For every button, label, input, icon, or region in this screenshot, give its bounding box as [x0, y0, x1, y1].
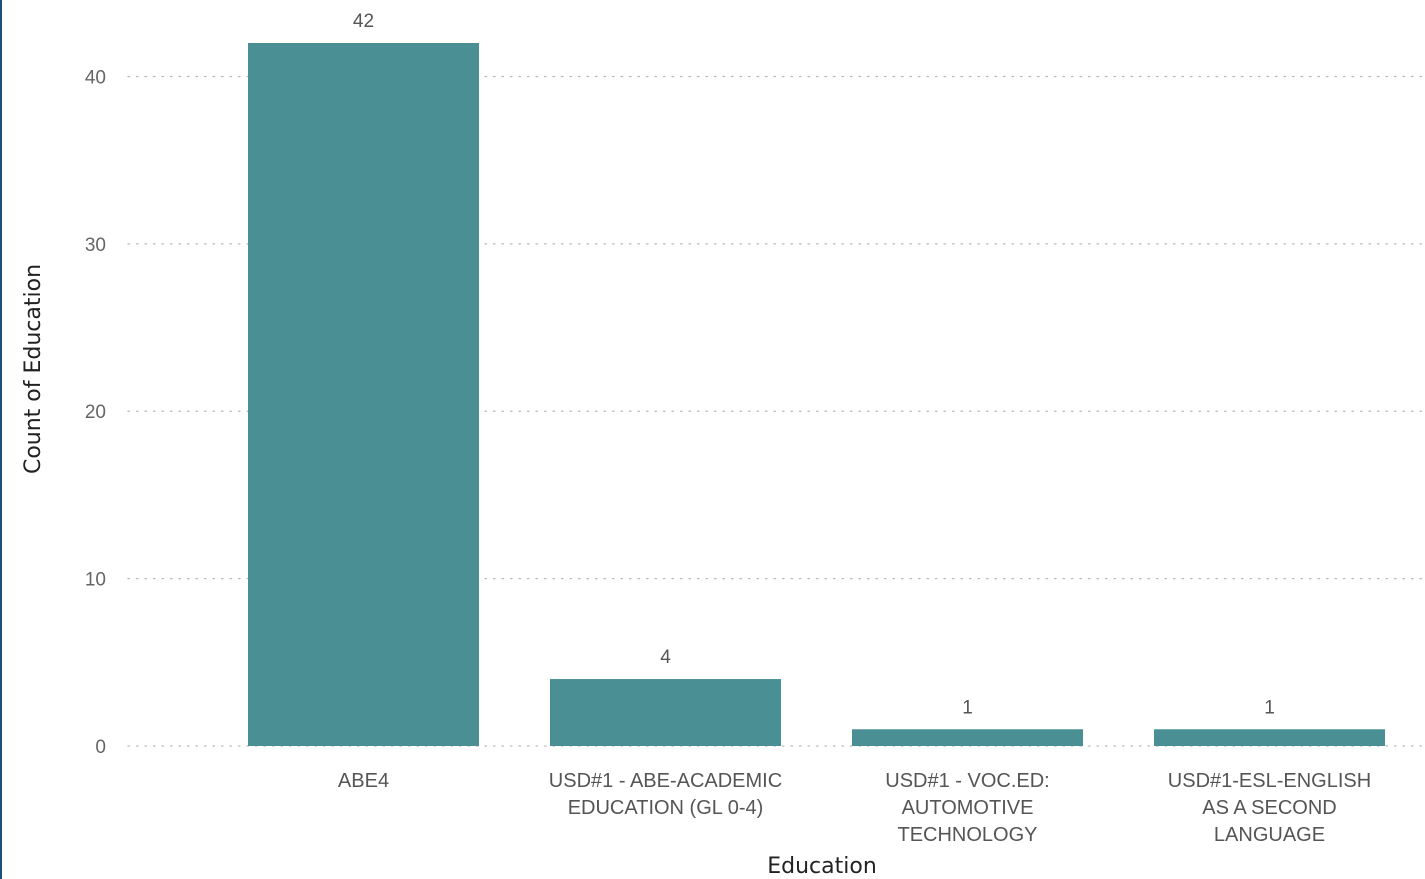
- x-tick-label-line: USD#1-ESL-ENGLISH: [1168, 770, 1371, 792]
- y-axis-title: Count of Education: [21, 264, 46, 474]
- x-tick-label-line: USD#1 - VOC.ED:: [885, 770, 1049, 792]
- x-axis-title: Education: [767, 854, 877, 879]
- data-label: 1: [962, 697, 973, 718]
- data-label: 4: [660, 647, 671, 668]
- bar[interactable]: [550, 679, 781, 746]
- bar[interactable]: [248, 43, 479, 746]
- data-label: 42: [353, 11, 374, 32]
- x-tick-label-line: AS A SECOND: [1202, 797, 1337, 819]
- data-label: 1: [1264, 697, 1275, 718]
- y-tick-label: 30: [85, 235, 106, 256]
- x-tick-label-line: TECHNOLOGY: [897, 824, 1037, 846]
- x-axis-ticks: ABE4 USD#1 - ABE-ACADEMIC EDUCATION (GL 0-…: [338, 770, 1371, 846]
- frame-edge: [0, 0, 2, 879]
- bar[interactable]: [852, 729, 1083, 746]
- y-axis-ticks: 0 10 20 30 40: [85, 67, 106, 758]
- x-tick-label: ABE4: [338, 770, 389, 792]
- x-tick-label-line: ABE4: [338, 770, 389, 792]
- bar[interactable]: [1154, 729, 1385, 746]
- x-tick-label: USD#1 - ABE-ACADEMIC EDUCATION (GL 0-4): [549, 770, 782, 819]
- y-tick-label: 10: [85, 570, 106, 591]
- x-tick-label-line: USD#1 - ABE-ACADEMIC: [549, 770, 782, 792]
- x-tick-label-line: LANGUAGE: [1214, 824, 1325, 846]
- bars: [248, 43, 1385, 746]
- x-tick-label-line: AUTOMOTIVE: [902, 797, 1034, 819]
- data-labels: 42 4 1 1: [353, 11, 1275, 718]
- x-tick-label: USD#1 - VOC.ED: AUTOMOTIVE TECHNOLOGY: [885, 770, 1049, 846]
- y-tick-label: 40: [85, 67, 106, 88]
- y-tick-label: 0: [95, 737, 106, 758]
- y-tick-label: 20: [85, 402, 106, 423]
- x-tick-label-line: EDUCATION (GL 0-4): [568, 797, 764, 819]
- x-tick-label: USD#1-ESL-ENGLISH AS A SECOND LANGUAGE: [1168, 770, 1371, 846]
